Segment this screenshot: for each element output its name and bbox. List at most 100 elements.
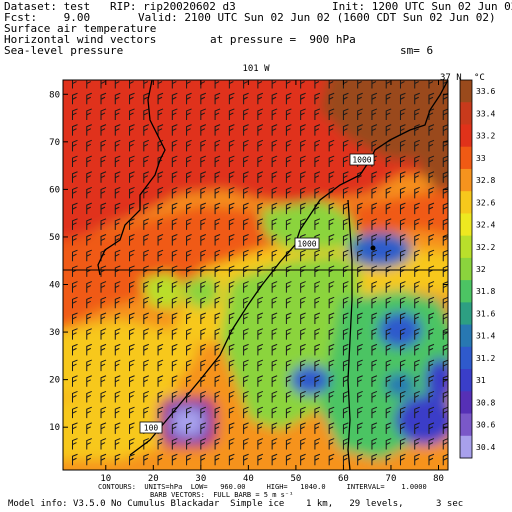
wind-barb [257,453,264,466]
wind-barb [72,186,78,199]
colorbar-label: 30.8 [476,398,495,407]
wind-barb [271,80,277,89]
wind-barb [100,155,107,168]
colorbar-label: 31.8 [476,287,495,296]
y-tick-label: 10 [49,423,60,433]
colorbar-label: 31 [476,376,486,385]
wind-barb [342,359,349,372]
wind-barb [328,249,335,262]
wind-barb [314,390,321,403]
colorbar-label: 32 [476,265,486,274]
wind-barb [442,359,448,372]
isobar-label: 1000 [352,156,371,165]
wind-barb [300,406,306,419]
colorbar-label: 33.6 [476,87,495,96]
wind-barb [328,453,335,466]
wind-barb [257,92,264,105]
plot-frame [62,79,449,471]
wind-barb [328,406,335,419]
x-tick-label: 50 [290,474,301,484]
wind-barb [271,139,278,152]
wind-barb [157,249,164,262]
x-tick-label: 10 [100,474,111,484]
wind-barb [257,438,264,450]
wind-barb [157,139,164,152]
colorbar-swatch [460,213,472,237]
wind-barb [371,171,378,183]
wind-barb [414,108,420,120]
wind-barb [357,186,363,199]
colorbar-label: 33 [476,154,486,163]
wind-barb [328,234,335,246]
wind-barb [171,186,178,199]
wind-barb [186,80,191,89]
wind-barb [414,328,420,340]
colorbar-label: 31.2 [476,354,495,363]
x-tick-label: 40 [243,474,254,484]
wind-barb [271,375,278,387]
wind-barb [442,391,448,403]
wind-barb [114,296,121,309]
wind-barb [371,124,378,136]
wind-barb [171,80,177,89]
wind-barb [342,438,349,450]
wind-barb [314,92,321,105]
wind-barb [428,249,435,262]
wind-barb [314,124,321,136]
wind-barb [342,202,349,215]
wind-barb [200,80,206,89]
wind-barb [285,139,292,152]
wind-barb [171,108,178,120]
wind-barb [86,139,92,152]
wind-barb [300,92,306,105]
wind-barb [285,359,292,372]
wind-barb [442,124,448,136]
wind-barb [100,438,107,450]
wind-barb [243,328,249,340]
colorbar-unit: °C [474,73,485,83]
wind-barb [143,218,149,230]
wind-barb [129,422,135,434]
wind-barb [129,328,135,340]
wind-barb [200,124,207,136]
wind-barb [257,343,264,356]
wind-barb [200,296,207,309]
wind-barb [414,234,420,246]
wind-barb [428,359,435,372]
wind-barb [271,234,278,246]
wind-barb [357,281,363,293]
x-tick-label: 30 [195,474,206,484]
wind-barb [371,80,377,89]
wind-barb [271,218,278,230]
wind-barb [342,186,349,199]
x-axis [105,80,439,470]
wind-barb [314,186,321,199]
wind-barb [214,422,221,434]
wind-barb [385,171,392,183]
wind-barb [129,359,135,372]
wind-barb [129,312,135,324]
wind-barb [243,281,249,293]
wind-barb [257,139,264,152]
wind-barb [257,296,264,309]
y-axis [63,93,448,428]
wind-barb [271,108,278,120]
wind-barb [86,124,92,136]
wind-barb [257,155,264,168]
wind-barb [143,375,149,387]
wind-barb [72,218,78,230]
wind-barb [357,296,363,309]
wind-barb [442,218,448,230]
wind-barb [72,406,78,419]
wind-barb [328,139,335,152]
wind-barb [129,453,135,466]
wind-barb [186,296,192,309]
wind-barb [228,438,235,450]
wind-barb [385,124,392,136]
wind-barb [86,92,92,105]
wind-barb [428,202,435,215]
wind-barb [200,92,207,105]
wind-barb [257,422,264,434]
wind-barb [214,202,221,215]
wind-barb [314,375,321,387]
